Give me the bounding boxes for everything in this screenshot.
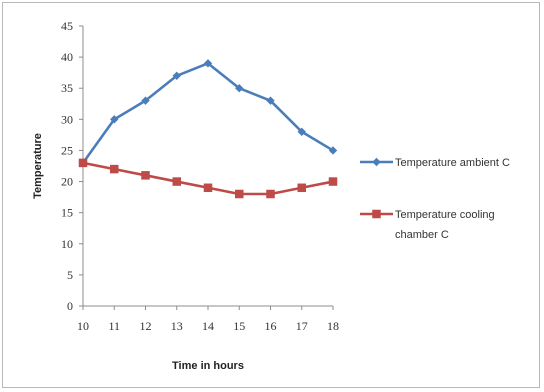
- data-point: [328, 177, 338, 186]
- series-1: [78, 59, 338, 168]
- x-axis-ticks: 10 11 12 13 14 15 16 17 18: [77, 306, 339, 333]
- data-point: [297, 183, 306, 193]
- legend-label: Temperature cooling chamber C: [395, 209, 495, 241]
- data-point: [141, 171, 150, 180]
- y-tick-label: 0: [67, 299, 73, 313]
- data-point: [235, 189, 244, 199]
- x-tick-label: 15: [233, 319, 245, 333]
- y-tick-label: 15: [61, 206, 73, 220]
- data-point: [110, 164, 119, 174]
- legend-item-1: Temperature ambient C: [360, 157, 510, 169]
- data-point: [266, 96, 275, 105]
- legend-swatch-marker: [372, 157, 381, 167]
- data-point: [78, 158, 88, 168]
- data-point: [172, 177, 181, 186]
- x-tick-label: 11: [108, 319, 120, 333]
- data-point: [203, 183, 213, 193]
- series-line: [81, 62, 334, 164]
- data-point: [141, 96, 150, 105]
- data-point: [110, 115, 119, 124]
- data-point: [172, 71, 181, 80]
- y-axis-ticks: 0 5 10 15 20 25 30 35 40 45: [61, 19, 83, 313]
- y-tick-label: 45: [61, 19, 73, 33]
- y-tick-label: 5: [67, 268, 73, 282]
- data-point: [297, 127, 306, 136]
- legend: Temperature ambient C Temperature cooling…: [360, 157, 510, 241]
- y-tick-label: 25: [61, 143, 73, 157]
- y-tick-label: 30: [61, 112, 73, 126]
- data-point: [235, 84, 244, 93]
- x-tick-label: 18: [327, 319, 339, 333]
- legend-item-2: Temperature cooling chamber C: [360, 209, 495, 241]
- data-point: [266, 189, 275, 199]
- legend-label: Temperature ambient C: [395, 157, 510, 169]
- legend-swatch-marker: [372, 209, 381, 219]
- data-point: [328, 146, 338, 155]
- y-tick-label: 10: [61, 237, 73, 251]
- x-tick-label: 17: [296, 319, 308, 333]
- y-axis-title: Temperature: [32, 133, 44, 199]
- x-tick-label: 14: [202, 319, 214, 333]
- data-point: [203, 59, 213, 68]
- axes: 0 5 10 15 20 25 30 35 40 45 10 11 12 13 14 15 16 17 18: [61, 19, 339, 333]
- x-tick-label: 12: [140, 319, 152, 333]
- x-axis-title: Time in hours: [172, 360, 244, 372]
- series-2: [78, 158, 338, 199]
- plot-area: [78, 59, 338, 199]
- x-tick-label: 10: [77, 319, 89, 333]
- x-tick-label: 13: [171, 319, 183, 333]
- x-tick-label: 16: [265, 319, 277, 333]
- y-tick-label: 20: [61, 175, 73, 189]
- y-tick-label: 35: [61, 81, 73, 95]
- y-tick-label: 40: [61, 50, 73, 64]
